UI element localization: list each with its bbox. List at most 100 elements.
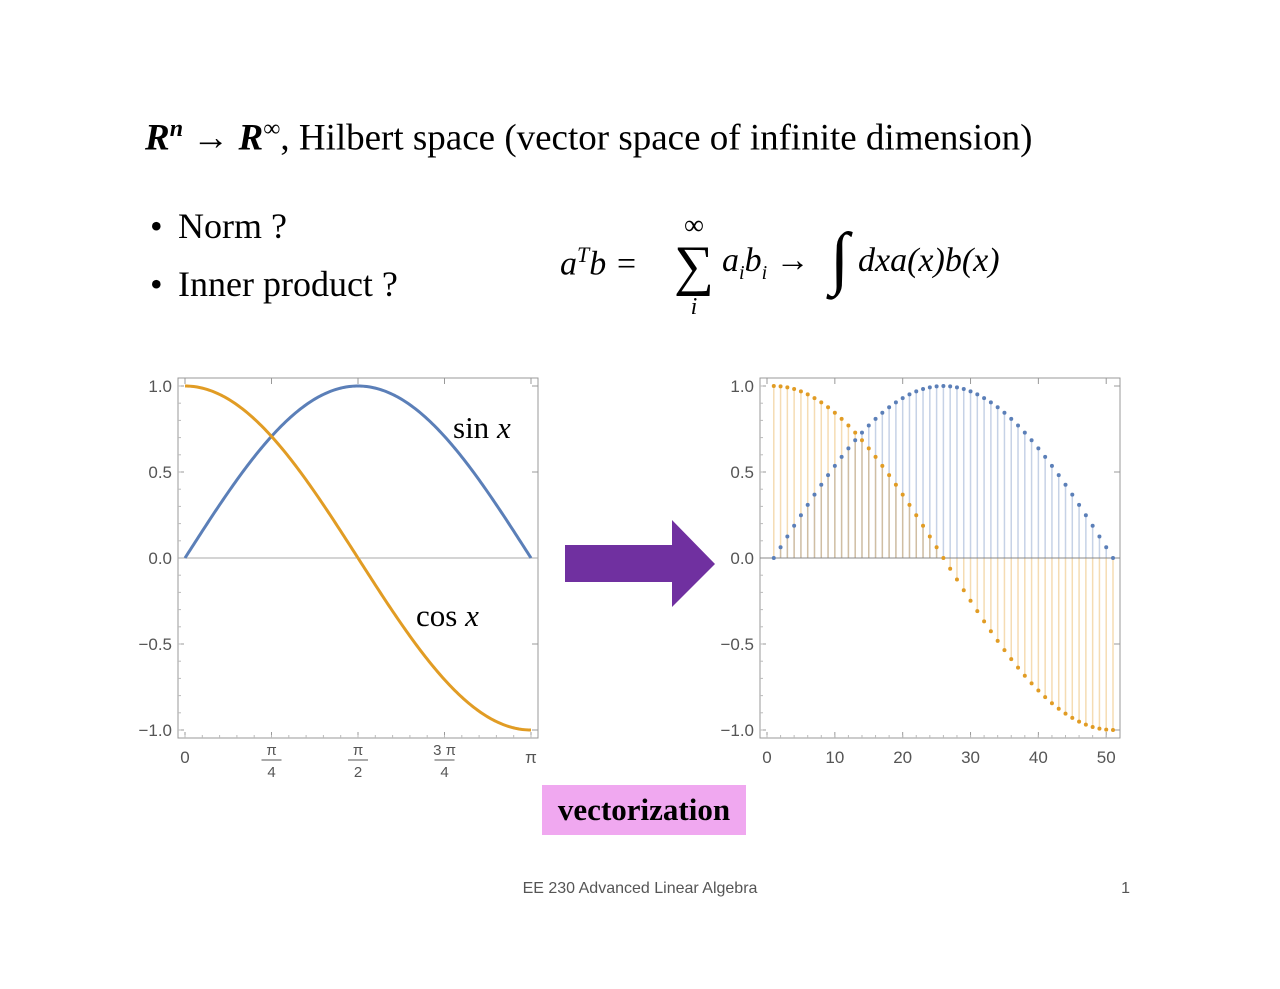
cos-point — [1077, 719, 1082, 724]
sin-point — [1016, 423, 1021, 428]
cos-point — [907, 502, 912, 507]
sin-point — [1009, 416, 1014, 421]
sin-point — [961, 387, 966, 392]
cos-point — [1043, 695, 1048, 700]
cos-point — [853, 430, 858, 435]
y-tick-label: −1.0 — [720, 721, 754, 740]
x-tick-label-denominator: 4 — [267, 764, 275, 781]
sin-point — [778, 545, 783, 550]
sin-point — [826, 473, 831, 478]
sin-point — [954, 385, 959, 390]
cos-point — [873, 454, 878, 459]
sin-point — [873, 416, 878, 421]
x-tick-label-denominator: 2 — [354, 764, 362, 781]
cos-point — [771, 384, 776, 388]
bullet-dot: • — [150, 264, 163, 304]
bullet-norm: • Norm ? — [150, 205, 398, 263]
y-tick-label: 1.0 — [730, 377, 754, 396]
cos-point — [819, 400, 824, 405]
title-r: R — [145, 117, 170, 159]
footer-text: EE 230 Advanced Linear Algebra — [522, 880, 758, 897]
continuous-chart: 1.0 0.5 0.0 −0.5 −1.0 0 π 4 π 2 3 π 4 π sin x cos x — [138, 377, 539, 781]
cos-point — [893, 482, 898, 487]
inner-product-formula: aTb = ∞ ∑ i aibi → ∫ dxa(x)b(x) — [560, 212, 1040, 327]
cos-point — [941, 556, 946, 560]
cos-point — [846, 423, 851, 428]
sin-point — [1056, 473, 1061, 478]
x-tick-label: π — [353, 742, 363, 759]
bullet-text: Inner product ? — [178, 264, 398, 304]
formula-arrow: → — [767, 242, 810, 279]
sum-symbol: ∑ — [674, 235, 714, 297]
cos-point — [968, 598, 973, 603]
y-tick-label: −1.0 — [138, 721, 172, 740]
sin-point — [887, 405, 892, 410]
cos-point — [975, 609, 980, 614]
right-arrow-icon — [565, 520, 715, 607]
cos-point — [900, 492, 905, 497]
x-tick-label: 0 — [762, 748, 771, 767]
sin-point — [893, 400, 898, 405]
cos-point — [954, 577, 959, 582]
y-tick-label: 1.0 — [148, 377, 172, 396]
x-tick-label: 10 — [825, 748, 844, 767]
sin-point — [859, 430, 864, 435]
formula-rhs: dxa(x)b(x) — [858, 242, 1000, 279]
cos-point — [1090, 724, 1095, 729]
page-number: 1 — [1121, 880, 1130, 897]
cos-point — [1063, 711, 1068, 716]
cos-point — [948, 566, 953, 571]
sin-curve — [183, 384, 533, 559]
sin-point — [805, 502, 810, 507]
sin-point — [921, 387, 926, 392]
formula-b-equals: b = — [589, 245, 638, 283]
sin-point — [832, 463, 837, 468]
title-infinity: ∞ — [263, 116, 281, 142]
cos-point — [934, 545, 939, 550]
sin-point — [1090, 523, 1095, 528]
title-rest: , Hilbert space (vector space of infinit… — [280, 117, 1033, 159]
sin-point — [846, 446, 851, 451]
sin-point — [819, 482, 824, 487]
term-a-index: i — [739, 261, 745, 284]
sin-point — [988, 400, 993, 405]
formula-a: a — [560, 245, 577, 283]
bullet-text: Norm ? — [178, 206, 287, 246]
cos-series-label: cos x — [416, 598, 479, 633]
x-tick-label: 20 — [893, 748, 912, 767]
cos-point — [1111, 728, 1115, 732]
cos-point — [887, 473, 892, 478]
x-tick-label: π — [266, 742, 276, 759]
y-tick-label: 0.0 — [730, 549, 754, 568]
sin-point — [900, 396, 905, 401]
sum-upper-limit: ∞ — [684, 210, 704, 241]
sin-point — [914, 389, 919, 394]
formula-lhs: aTb = — [560, 242, 638, 283]
sin-point — [785, 534, 790, 539]
bullet-inner-product: • Inner product ? — [150, 263, 398, 321]
y-tick-label: −0.5 — [720, 635, 754, 654]
sum-index: i — [690, 294, 698, 320]
cos-point — [826, 405, 831, 410]
term-a: a — [722, 242, 739, 279]
sin-point — [1049, 463, 1054, 468]
cos-point — [1029, 681, 1034, 686]
x-tick-label: 50 — [1097, 748, 1116, 767]
cos-point — [1056, 706, 1061, 711]
x-tick-label: π — [525, 748, 537, 767]
sin-point — [1002, 410, 1007, 415]
sin-point — [975, 392, 980, 397]
sin-point — [1036, 446, 1041, 451]
sin-point — [1111, 556, 1115, 560]
cos-point — [785, 385, 790, 390]
sin-point — [853, 438, 858, 443]
x-tick-label: 30 — [961, 748, 980, 767]
sin-point — [880, 410, 885, 415]
sin-point — [1104, 545, 1109, 550]
cos-point — [805, 392, 810, 397]
sin-point — [771, 556, 776, 560]
vectorized-chart: 1.0 0.5 0.0 −0.5 −1.0 0 10 20 30 40 50 — [720, 377, 1121, 767]
title-n: n — [169, 116, 184, 142]
cos-point — [921, 523, 926, 528]
cos-point — [1022, 673, 1027, 678]
